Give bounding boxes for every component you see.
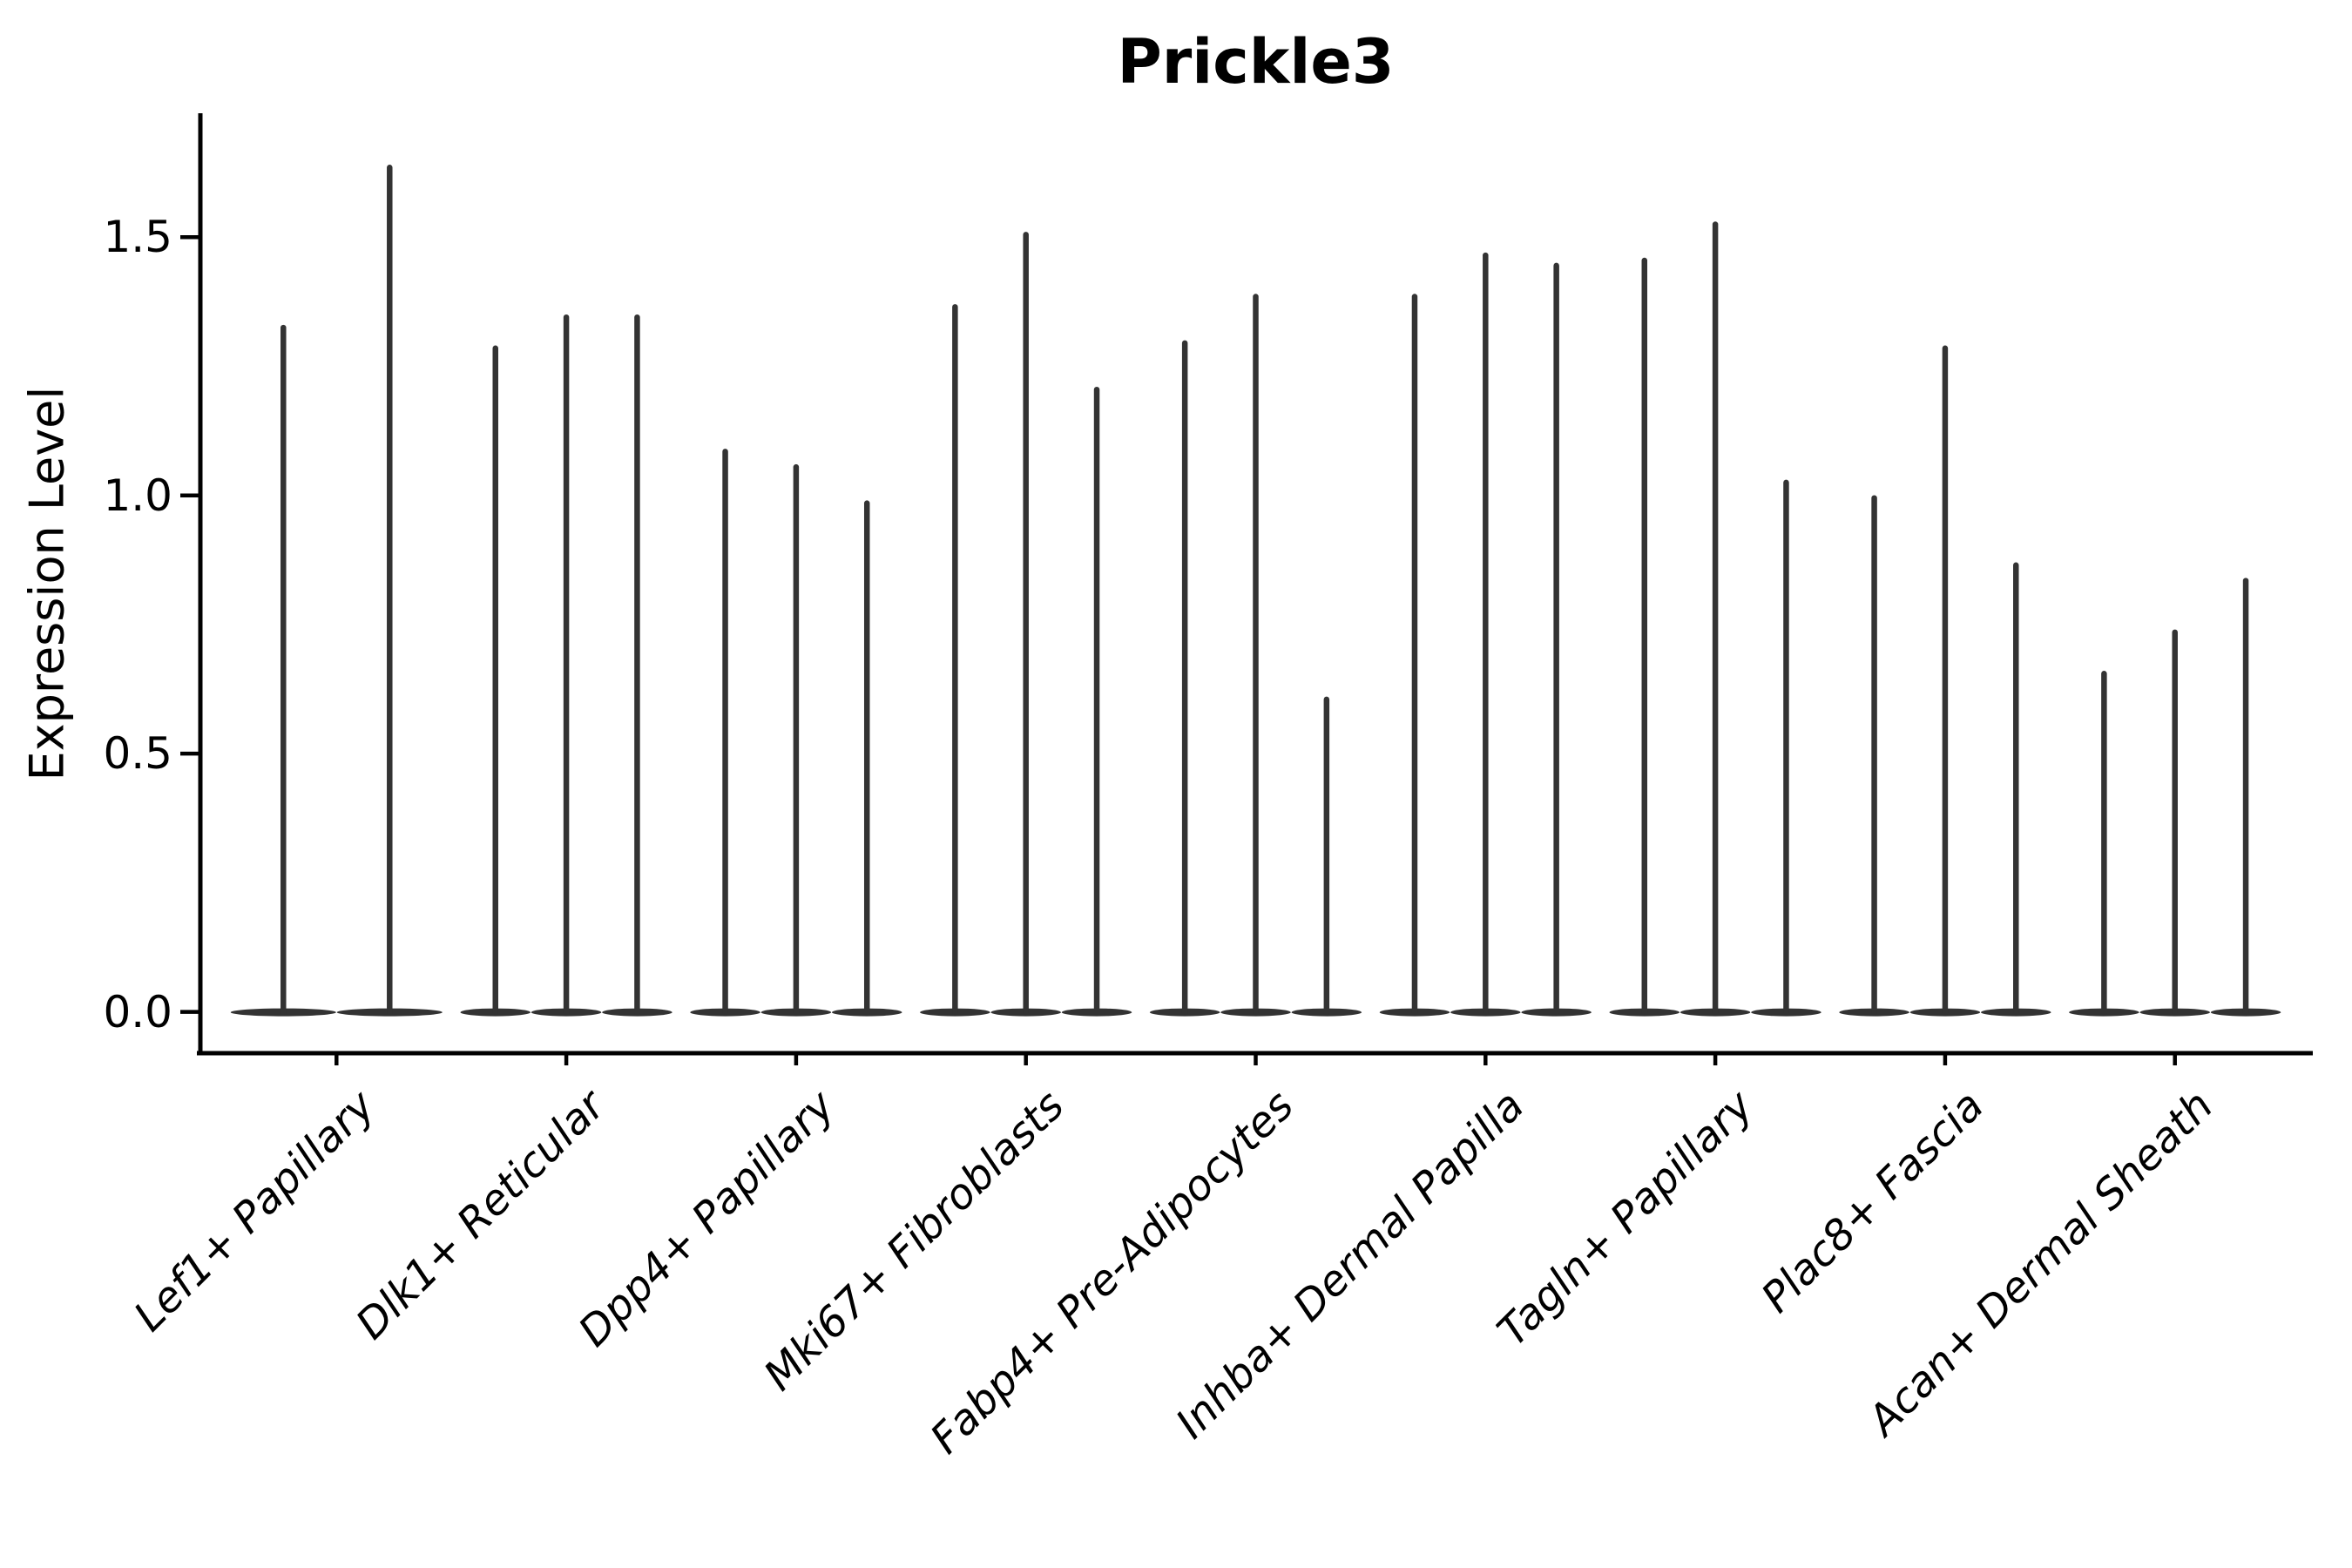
y-tick-label: 0.5 — [103, 728, 172, 780]
y-tick-label: 0.0 — [103, 986, 172, 1037]
y-tick-label: 1.0 — [103, 470, 172, 521]
chart-title: Prickle3 — [1117, 26, 1395, 98]
y-tick-label: 1.5 — [103, 212, 172, 263]
